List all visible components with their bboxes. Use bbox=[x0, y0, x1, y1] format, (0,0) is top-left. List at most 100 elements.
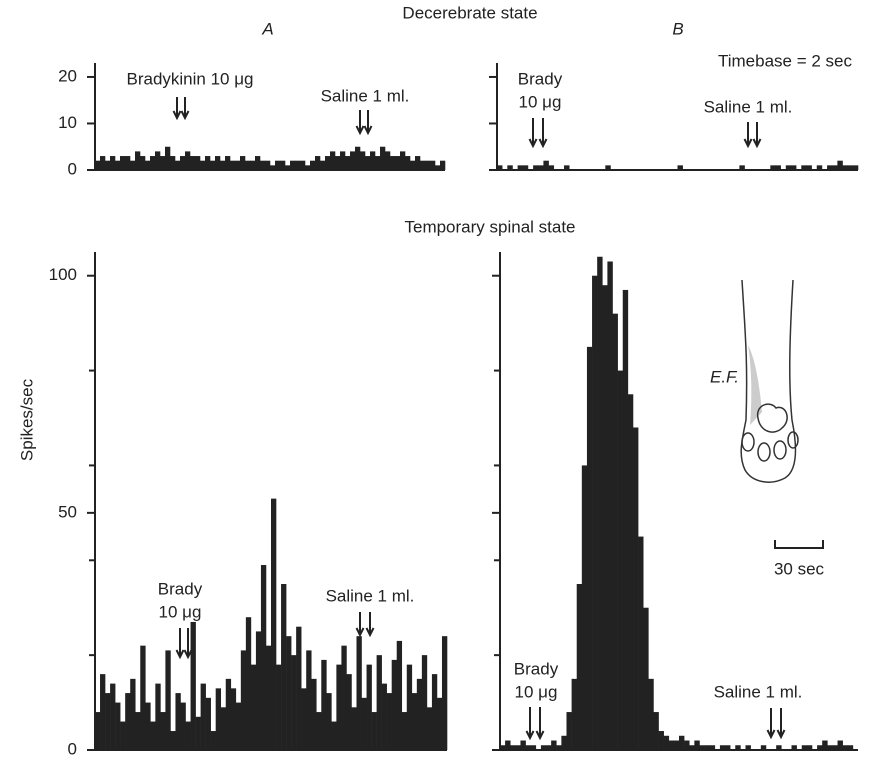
bar bbox=[522, 165, 529, 170]
annotation: Saline 1 ml. bbox=[326, 586, 415, 605]
bar bbox=[380, 146, 386, 170]
bar bbox=[517, 165, 524, 170]
bar bbox=[612, 313, 618, 750]
arrow-head bbox=[183, 649, 193, 660]
bar bbox=[230, 688, 237, 750]
bar bbox=[280, 160, 286, 170]
bar bbox=[436, 697, 443, 750]
bar bbox=[160, 712, 166, 750]
arrow-head bbox=[355, 125, 365, 136]
bar bbox=[827, 165, 833, 170]
arrow-head bbox=[525, 730, 535, 741]
bar bbox=[310, 160, 316, 170]
bar bbox=[837, 740, 843, 750]
bar bbox=[135, 151, 141, 170]
bar bbox=[739, 165, 745, 170]
bar bbox=[663, 735, 670, 750]
bar bbox=[300, 160, 306, 170]
bar bbox=[410, 160, 416, 170]
bar bbox=[285, 165, 291, 170]
bar bbox=[597, 256, 603, 750]
bar bbox=[837, 160, 843, 170]
annotation: Saline 1 ml. bbox=[321, 86, 410, 105]
bar bbox=[679, 735, 685, 750]
bar bbox=[160, 156, 166, 170]
bar bbox=[135, 712, 141, 750]
bar bbox=[330, 151, 336, 170]
bar bbox=[617, 370, 624, 750]
bar bbox=[326, 693, 332, 750]
bar bbox=[530, 745, 537, 750]
bar bbox=[120, 721, 126, 750]
bar bbox=[643, 607, 649, 750]
bar bbox=[155, 151, 161, 170]
bar bbox=[95, 712, 101, 750]
bar bbox=[386, 693, 392, 750]
bar bbox=[95, 160, 101, 170]
bar bbox=[195, 716, 201, 750]
bar bbox=[533, 165, 539, 170]
bar bbox=[210, 160, 216, 170]
bar bbox=[648, 678, 654, 750]
bar bbox=[351, 707, 357, 750]
bar bbox=[250, 160, 256, 170]
y-tick-label: 10 bbox=[58, 113, 77, 132]
annotation: Saline 1 ml. bbox=[714, 682, 803, 701]
annotation: 10 μg bbox=[519, 92, 562, 111]
bar bbox=[350, 151, 356, 170]
bar bbox=[632, 427, 639, 750]
annotation: Brady bbox=[514, 659, 559, 678]
bar bbox=[336, 664, 342, 750]
bar bbox=[745, 745, 751, 750]
bar bbox=[735, 745, 741, 750]
bar bbox=[827, 745, 833, 750]
bar bbox=[822, 740, 828, 750]
bar bbox=[316, 712, 322, 750]
bar bbox=[145, 702, 151, 750]
bar bbox=[431, 674, 438, 750]
bar bbox=[100, 674, 106, 750]
bar bbox=[346, 674, 352, 750]
bar bbox=[832, 745, 838, 750]
bar bbox=[505, 740, 511, 750]
bar bbox=[195, 156, 201, 170]
bar bbox=[842, 745, 849, 750]
bar bbox=[421, 655, 428, 750]
bar bbox=[776, 745, 782, 750]
bar bbox=[376, 655, 382, 750]
annotation: Saline 1 ml. bbox=[704, 97, 793, 116]
bar bbox=[704, 745, 710, 750]
bar bbox=[331, 721, 337, 750]
bar bbox=[361, 697, 367, 750]
arrow-head bbox=[752, 138, 762, 149]
paw-inset bbox=[740, 279, 799, 483]
bar bbox=[385, 151, 391, 170]
bar bbox=[520, 740, 526, 750]
bar bbox=[200, 683, 206, 750]
bar bbox=[586, 346, 593, 750]
bar bbox=[770, 165, 776, 170]
bar bbox=[305, 165, 311, 170]
bar bbox=[790, 165, 797, 170]
bar bbox=[668, 740, 675, 750]
bar bbox=[190, 156, 196, 170]
bar bbox=[366, 664, 372, 750]
bar bbox=[225, 156, 231, 170]
bar bbox=[215, 688, 222, 750]
bar bbox=[817, 745, 823, 750]
bar bbox=[760, 745, 767, 750]
bar bbox=[145, 160, 151, 170]
annotation: Brady bbox=[158, 579, 203, 598]
bar bbox=[571, 678, 578, 750]
bar bbox=[396, 640, 403, 750]
arrow-head bbox=[528, 138, 538, 149]
bar bbox=[125, 693, 131, 750]
bar bbox=[245, 160, 251, 170]
y-tick-label: 0 bbox=[68, 159, 77, 178]
bar bbox=[551, 740, 557, 750]
bar bbox=[426, 707, 433, 750]
annotation: 10 μg bbox=[159, 602, 202, 621]
bar bbox=[832, 165, 838, 170]
bar bbox=[220, 707, 227, 750]
